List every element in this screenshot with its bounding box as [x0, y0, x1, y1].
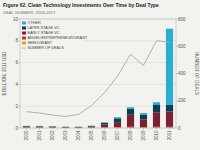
bar: [153, 102, 160, 105]
bar: [114, 118, 121, 122]
bar: [49, 126, 56, 127]
bar: [62, 126, 69, 127]
bar: [166, 105, 173, 112]
bar: [166, 29, 173, 105]
line: [27, 41, 170, 117]
legend-label: ANGEL/ENTREPRENEUR/GRANT: [28, 36, 88, 40]
tick-label: 2005: [89, 130, 94, 141]
legend-swatch: [22, 32, 26, 35]
subtitle: DEAL NUMBER, 2000-2011: [3, 10, 55, 15]
tick-label: 2010: [154, 130, 159, 141]
legend-swatch: [22, 37, 26, 40]
legend-label: EARLY STAGE VC: [28, 31, 60, 35]
tick-label: 2: [15, 104, 18, 109]
legend-label: NUMBER OF DEALS: [28, 46, 65, 50]
legend-swatch: [22, 48, 26, 49]
title: Figure 62. Clean Technology Investments …: [3, 2, 159, 8]
background: [0, 0, 200, 150]
grid-line: [20, 62, 176, 63]
bar: [75, 126, 82, 127]
tick-label: 2007: [115, 130, 120, 141]
bar: [88, 125, 95, 127]
plot-frame: [20, 19, 176, 128]
bar: [114, 122, 121, 127]
legend-label: LATER STAGE VC: [28, 26, 60, 30]
bar: [127, 109, 134, 115]
axis-label: $ BILLION, 2011 USD: [2, 51, 7, 96]
bar: [49, 126, 56, 128]
bar: [88, 126, 95, 128]
bar: [140, 119, 147, 127]
legend-swatch: [22, 22, 26, 25]
bar: [36, 125, 43, 126]
bar: [101, 123, 108, 125]
bar: [166, 112, 173, 127]
bar: [127, 107, 134, 109]
tick-label: 2011: [167, 130, 172, 140]
tick-label: 200: [178, 98, 186, 103]
tick-label: 2001: [37, 130, 42, 141]
grid-line: [20, 84, 176, 85]
bar: [36, 126, 43, 128]
bar: [75, 126, 82, 127]
tick-label: 6: [15, 60, 18, 65]
chart: Figure 62. Clean Technology Investments …: [0, 0, 200, 150]
bar: [140, 113, 147, 115]
tick-label: 2002: [50, 130, 55, 141]
bar: [23, 126, 30, 128]
tick-label: 800: [178, 17, 186, 22]
tick-label: 400: [178, 71, 186, 76]
tick-label: 2004: [76, 130, 81, 141]
legend: OTHERLATER STAGE VCEARLY STAGE VCANGEL/E…: [21, 20, 88, 52]
plot-area: [23, 29, 173, 128]
bar: [23, 126, 30, 128]
bar: [114, 117, 121, 118]
axis-label: NUMBER OF DEALS: [194, 52, 199, 95]
bar: [88, 125, 95, 126]
tick-label: 8: [15, 38, 18, 43]
legend-label: SEED/GRANT: [28, 41, 53, 45]
tick-label: 0: [178, 126, 181, 131]
tick-label: 10: [13, 17, 19, 22]
tick-label: 600: [178, 44, 186, 49]
bar: [140, 115, 147, 120]
tick-label: 2003: [63, 130, 68, 141]
tick-label: 4: [15, 82, 18, 87]
bar: [127, 115, 134, 127]
tick-label: 2008: [128, 130, 133, 141]
legend-swatch: [22, 27, 26, 30]
bar: [62, 126, 69, 127]
bar: [101, 122, 108, 124]
tick-label: 2006: [102, 130, 107, 141]
bar: [36, 126, 43, 128]
tick-label: 2000: [24, 130, 29, 141]
tick-label: 2009: [141, 130, 146, 141]
bar: [23, 125, 30, 126]
grid-line: [20, 106, 176, 107]
bar: [49, 126, 56, 127]
bar: [101, 125, 108, 128]
legend-swatch: [22, 42, 26, 45]
bar: [153, 113, 160, 127]
tick-label: 0: [15, 126, 18, 131]
legend-label: OTHER: [28, 21, 42, 25]
bar: [153, 105, 160, 113]
